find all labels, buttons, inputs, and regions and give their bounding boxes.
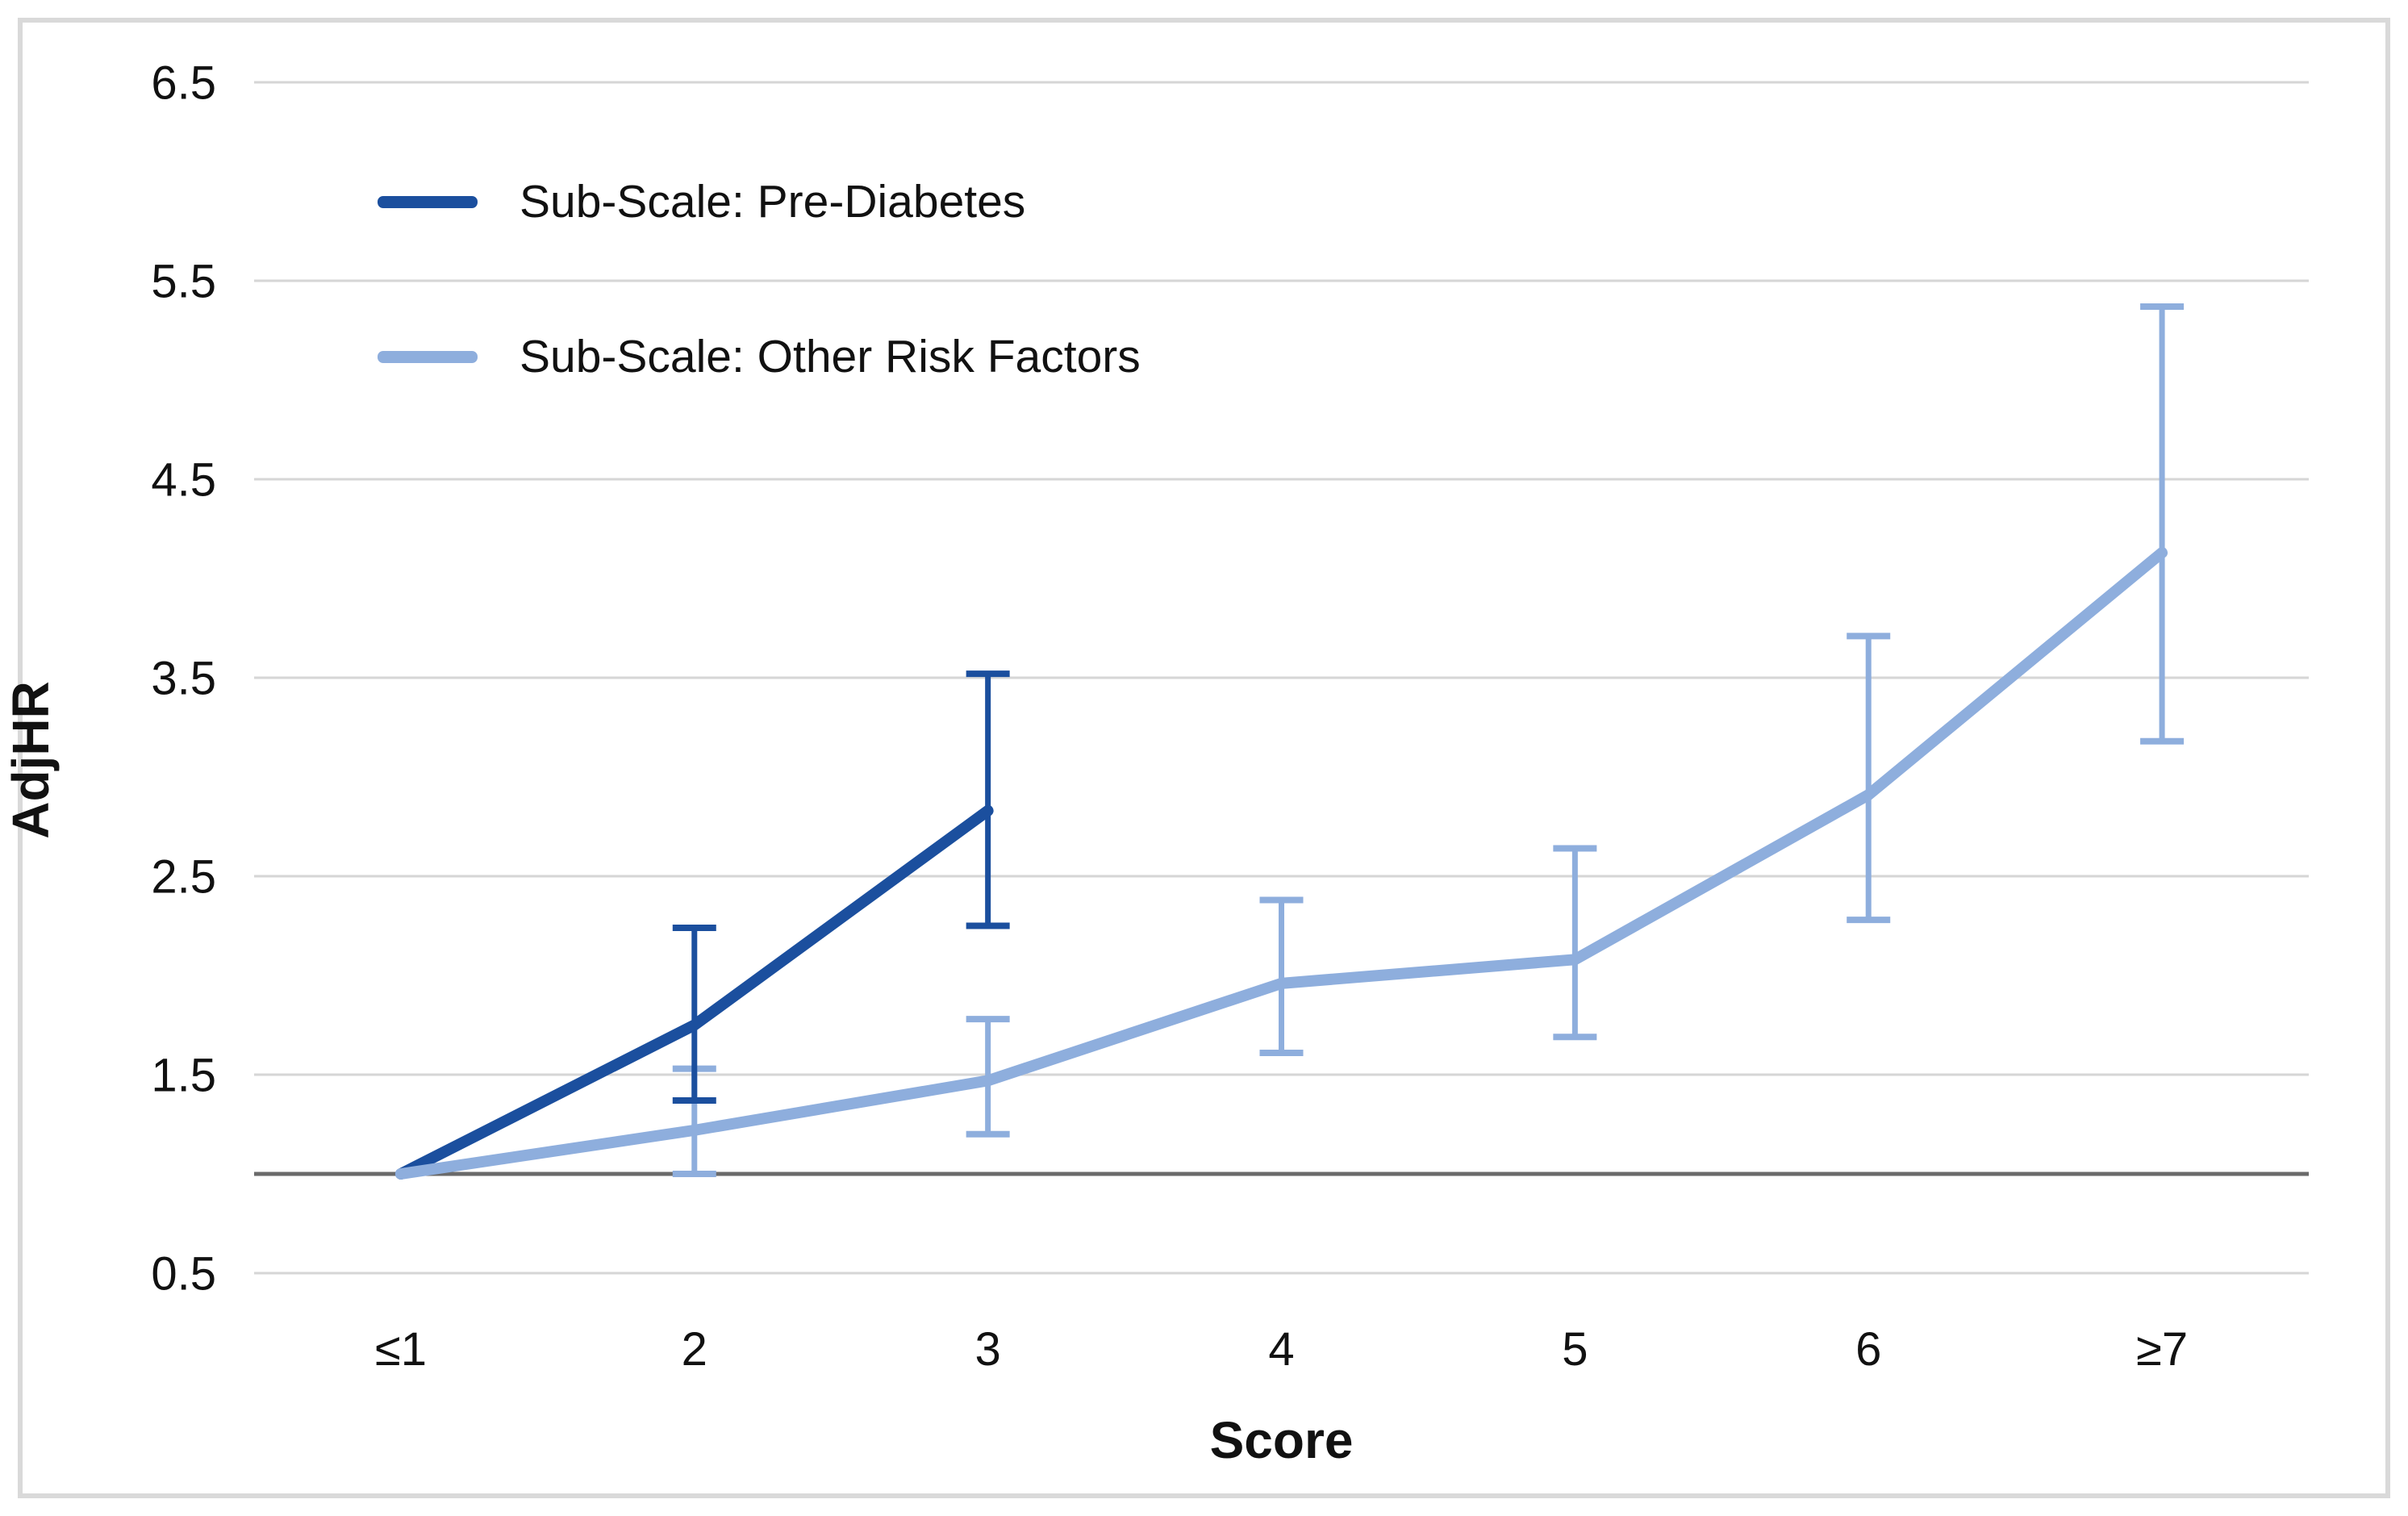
chart-frame [18, 18, 2390, 1498]
series-line-0 [394, 804, 994, 1180]
x-axis-title: Score [1209, 1411, 1354, 1469]
y-tick-label: 3.5 [151, 652, 216, 704]
legend-label-prediabetes: Sub-Scale: Pre-Diabetes [520, 176, 1026, 228]
x-tick-label: ≥7 [2136, 1323, 2188, 1376]
y-tick-label: 1.5 [151, 1049, 216, 1101]
legend: Sub-Scale: Pre-Diabetes Sub-Scale: Other… [378, 161, 1141, 397]
y-axis-title: AdjHR [2, 681, 60, 839]
series-line-1 [394, 547, 2168, 1180]
y-tick-label: 0.5 [151, 1247, 216, 1300]
legend-label-other-risk-factors: Sub-Scale: Other Risk Factors [520, 331, 1141, 382]
legend-item-prediabetes: Sub-Scale: Pre-Diabetes [378, 161, 1141, 242]
prediabetes-line-swatch-icon [378, 195, 478, 208]
y-tick-label: 2.5 [151, 850, 216, 903]
x-tick-label: 5 [1562, 1323, 1588, 1376]
y-tick-label: 4.5 [151, 453, 216, 506]
error-bars-series-0 [672, 670, 1010, 1104]
x-tick-label: 6 [1855, 1323, 1881, 1376]
legend-item-other-risk-factors: Sub-Scale: Other Risk Factors [378, 316, 1141, 397]
x-tick-label: 3 [975, 1323, 1001, 1376]
x-tick-label: ≤1 [375, 1323, 427, 1376]
y-axis-tick-labels: 0.5 1.5 2.5 3.5 4.5 5.5 6.5 [151, 56, 216, 1300]
x-tick-label: 4 [1268, 1323, 1294, 1376]
x-tick-label: 2 [682, 1323, 707, 1376]
error-bars-series-1 [672, 303, 2185, 1177]
other-risk-factors-line-swatch-icon [378, 350, 478, 363]
y-tick-label: 6.5 [151, 56, 216, 109]
y-tick-label: 5.5 [151, 255, 216, 307]
x-axis-tick-labels: ≤1 2 3 4 5 6 ≥7 [375, 1323, 2188, 1376]
